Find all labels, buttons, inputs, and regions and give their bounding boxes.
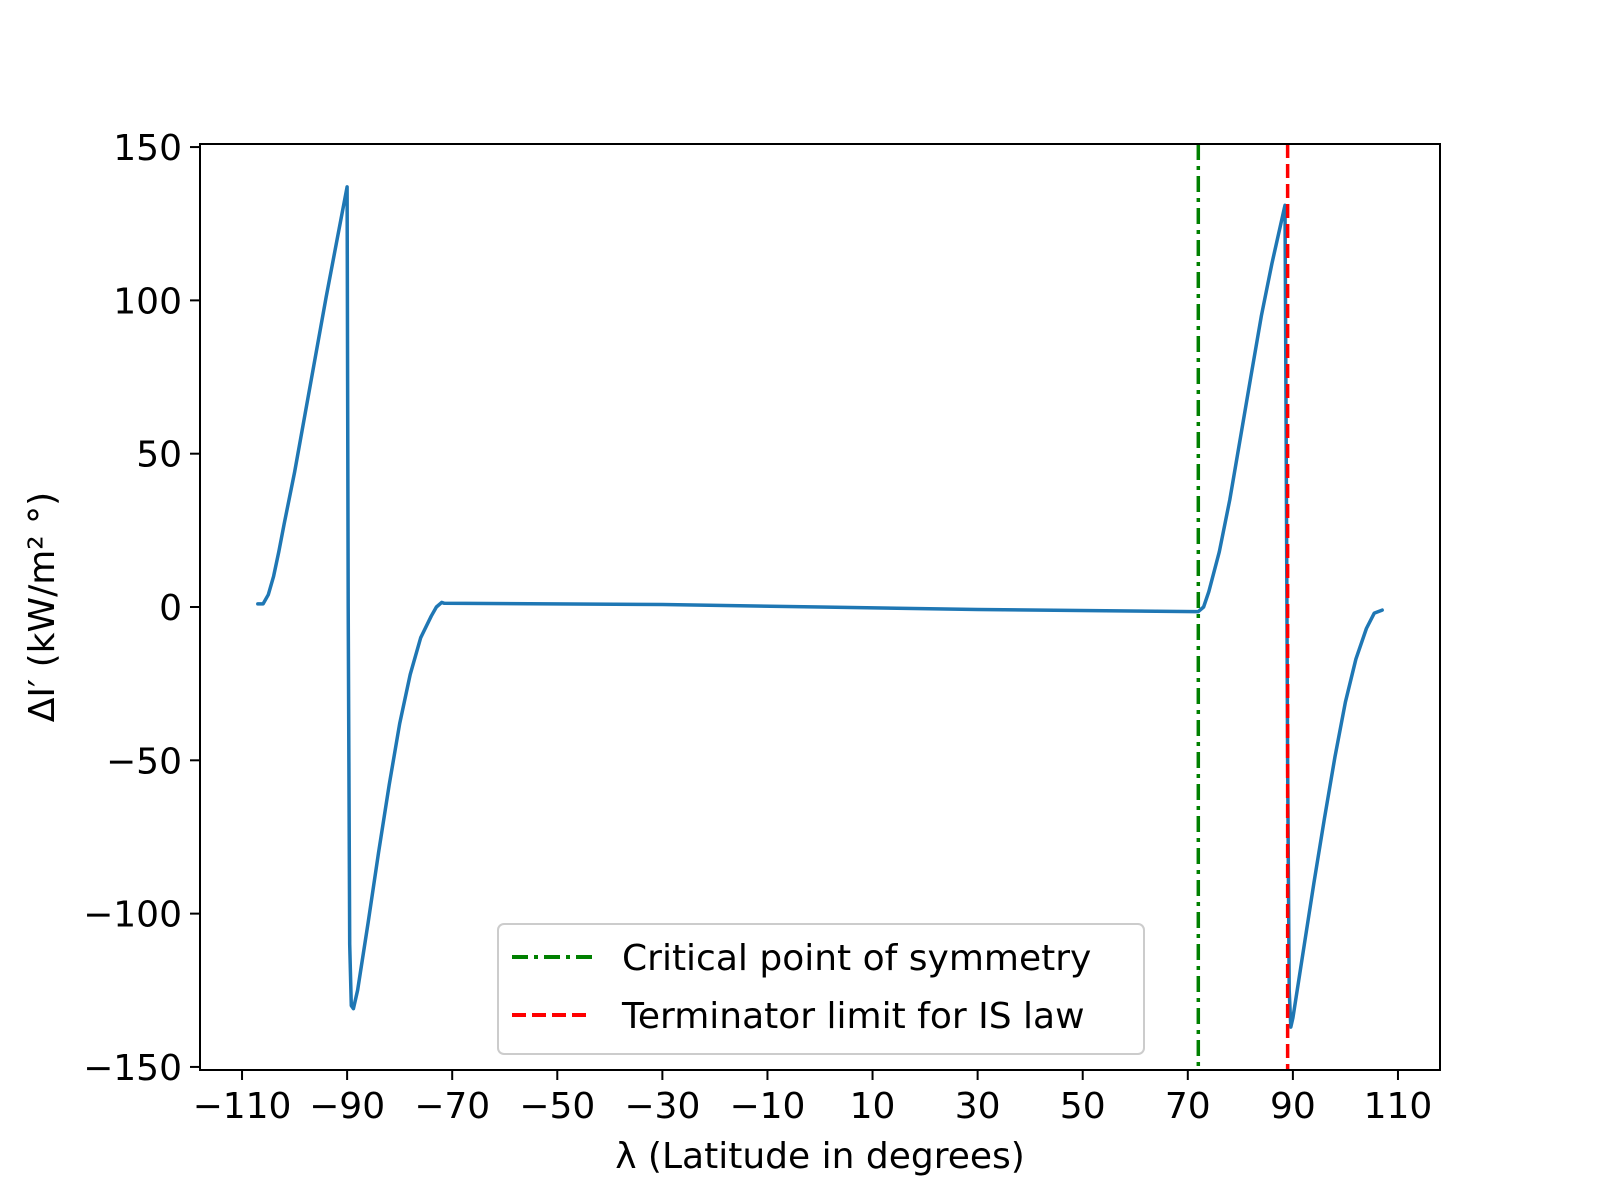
x-tick-label: 50 — [1060, 1086, 1106, 1127]
y-tick-label: 100 — [113, 281, 182, 322]
x-tick-label: −30 — [624, 1086, 700, 1127]
y-tick-label: −100 — [83, 895, 182, 936]
x-axis-label: λ (Latitude in degrees) — [615, 1136, 1025, 1177]
x-tick-label: 30 — [955, 1086, 1001, 1127]
series-line — [256, 185, 1384, 1029]
x-tick-label: −90 — [309, 1086, 385, 1127]
x-tick-label: −70 — [414, 1086, 490, 1127]
y-axis: −150 −100 −50 0 50 100 150 — [83, 128, 200, 1089]
x-tick-label: −50 — [519, 1086, 595, 1127]
y-tick-label: 150 — [113, 128, 182, 169]
x-tick-label: 70 — [1165, 1086, 1211, 1127]
y-axis-label: ΔI′ (kW/m² °) — [22, 492, 63, 722]
legend-box — [497, 923, 1145, 1055]
y-tick-label: 50 — [136, 435, 182, 476]
plot-area — [256, 144, 1384, 1070]
legend: Critical point of symmetry Terminator li… — [497, 923, 1145, 1055]
legend-label-terminator-limit: Terminator limit for IS law — [621, 996, 1085, 1037]
x-tick-label: 10 — [850, 1086, 896, 1127]
y-tick-label: −150 — [83, 1048, 182, 1089]
y-tick-label: −50 — [106, 741, 182, 782]
x-tick-label: −110 — [193, 1086, 292, 1127]
x-tick-label: 90 — [1270, 1086, 1316, 1127]
x-tick-label: 110 — [1364, 1086, 1433, 1127]
y-tick-label: 0 — [159, 588, 182, 629]
x-tick-label: −10 — [729, 1086, 805, 1127]
legend-label-critical-point: Critical point of symmetry — [622, 938, 1091, 979]
x-axis: −110 −90 −70 −50 −30 −10 10 30 50 70 90 110 — [193, 1070, 1433, 1127]
